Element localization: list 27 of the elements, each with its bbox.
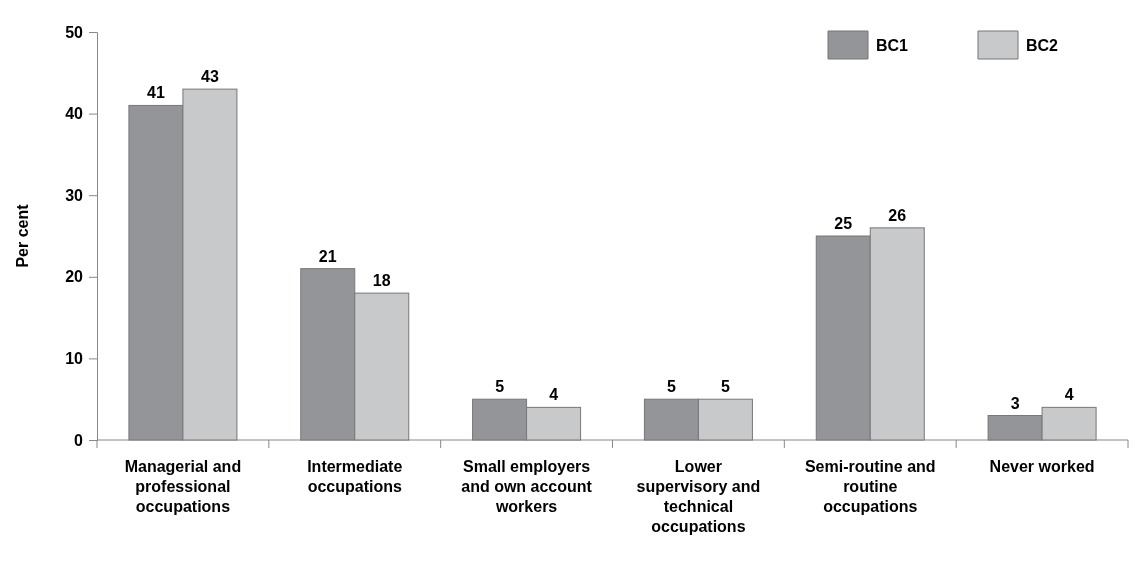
data-label: 18 xyxy=(372,272,391,290)
x-tick-label: Semi-routine and routine occupations xyxy=(804,458,936,515)
x-tick-label: Intermediate occupations xyxy=(307,458,403,495)
data-label: 3 xyxy=(1010,394,1020,412)
x-tick-label: Small employers and own account workers xyxy=(461,458,593,515)
x-tick-label: Managerial and professional occupations xyxy=(124,458,242,515)
data-label: 25 xyxy=(834,215,853,232)
data-label: 43 xyxy=(201,68,219,86)
data-label: 4 xyxy=(549,386,559,404)
data-label: 41 xyxy=(147,84,165,102)
y-tick-label: 10 xyxy=(65,350,84,368)
legend-label: BC1 xyxy=(876,37,909,54)
legend-label: BC2 xyxy=(1026,37,1059,54)
data-label: 21 xyxy=(318,247,337,265)
y-tick-label: 20 xyxy=(65,268,84,286)
data-label: 5 xyxy=(720,378,730,396)
y-tick-label: 0 xyxy=(74,431,84,449)
data-label: 4 xyxy=(1064,386,1074,404)
y-tick-label: 40 xyxy=(65,105,84,123)
data-label: 26 xyxy=(888,206,907,224)
y-axis-title: Per cent xyxy=(14,203,31,268)
data-label: 5 xyxy=(495,378,505,396)
x-tick-label: Never worked xyxy=(989,458,1095,475)
y-tick-label: 50 xyxy=(65,23,84,41)
y-tick-label: 30 xyxy=(65,186,84,204)
data-label: 5 xyxy=(666,378,676,396)
x-tick-label: Lower supervisory and technical occupations xyxy=(636,458,761,535)
